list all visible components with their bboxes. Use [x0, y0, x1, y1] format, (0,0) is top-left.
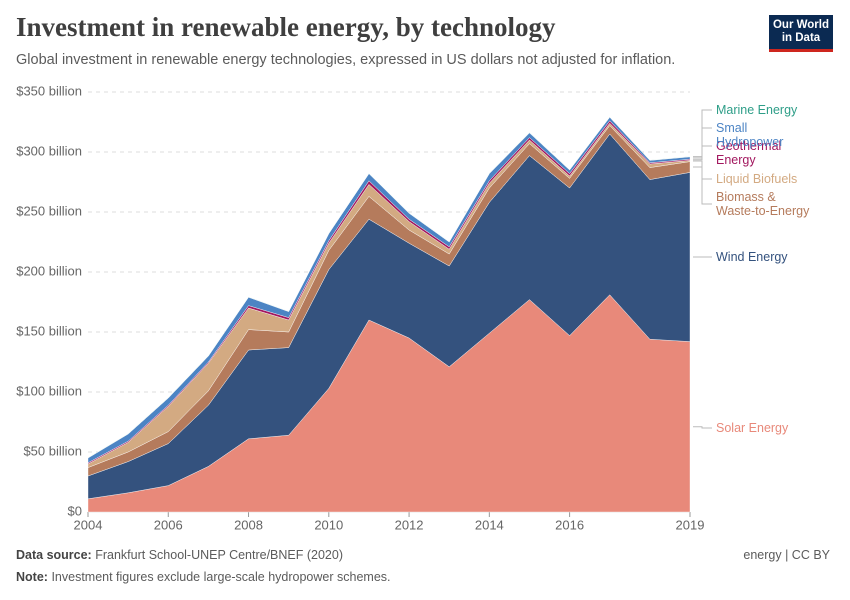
y-tick-label: $0: [68, 503, 82, 518]
note-label: Note:: [16, 570, 48, 584]
legend-label[interactable]: Biomass & Waste-to-Energy: [716, 190, 810, 218]
note-text: Investment figures exclude large-scale h…: [51, 570, 391, 584]
legend-label[interactable]: Wind Energy: [716, 250, 788, 264]
x-tick-label: 2014: [475, 517, 504, 532]
leader-line: [693, 166, 712, 205]
x-tick-label: 2006: [154, 517, 183, 532]
source-label: Data source:: [16, 548, 92, 562]
x-tick-label: 2012: [395, 517, 424, 532]
logo[interactable]: Our World in Data: [769, 15, 833, 52]
logo-text: Our World: [772, 19, 829, 31]
area: [87, 116, 691, 459]
y-tick-label: $350 billion: [16, 83, 82, 98]
y-tick-label: $100 billion: [16, 383, 82, 398]
legend-label[interactable]: Marine Energy: [716, 103, 798, 117]
title: Investment in renewable energy, by techn…: [16, 12, 556, 42]
x-tick-label: 2016: [555, 517, 584, 532]
note: Note: Investment figures exclude large-s…: [16, 570, 391, 584]
subtitle: Global investment in renewable energy te…: [16, 52, 676, 68]
x-tick-label: 2008: [234, 517, 263, 532]
leader-line: [693, 426, 712, 429]
chart: $0 $50 billion $100 billion $150 billion $20…: [16, 83, 712, 532]
legend-label[interactable]: Solar Energy: [716, 421, 789, 435]
y-tick-label: $200 billion: [16, 263, 82, 278]
x-tick-label: 2004: [74, 517, 103, 532]
y-tick-label: $250 billion: [16, 203, 82, 218]
license: energy | CC BY: [743, 548, 830, 562]
source-text: Frankfurt School-UNEP Centre/BNEF (2020): [95, 548, 343, 562]
y-tick-label: $300 billion: [16, 143, 82, 158]
legend-label[interactable]: Geothermal Energy: [716, 139, 782, 167]
logo-text: in Data: [781, 32, 821, 44]
x-tick-label: 2019: [676, 517, 705, 532]
legend-label[interactable]: Liquid Biofuels: [716, 172, 798, 186]
y-tick-label: $150 billion: [16, 323, 82, 338]
y-tick-label: $50 billion: [23, 443, 82, 458]
leader-line: [693, 109, 712, 158]
x-tick-label: 2010: [314, 517, 343, 532]
source: Data source: Frankfurt School-UNEP Centr…: [16, 548, 343, 562]
legend-label[interactable]: Small Hydropower: [716, 121, 784, 149]
leader-line: [693, 160, 712, 180]
